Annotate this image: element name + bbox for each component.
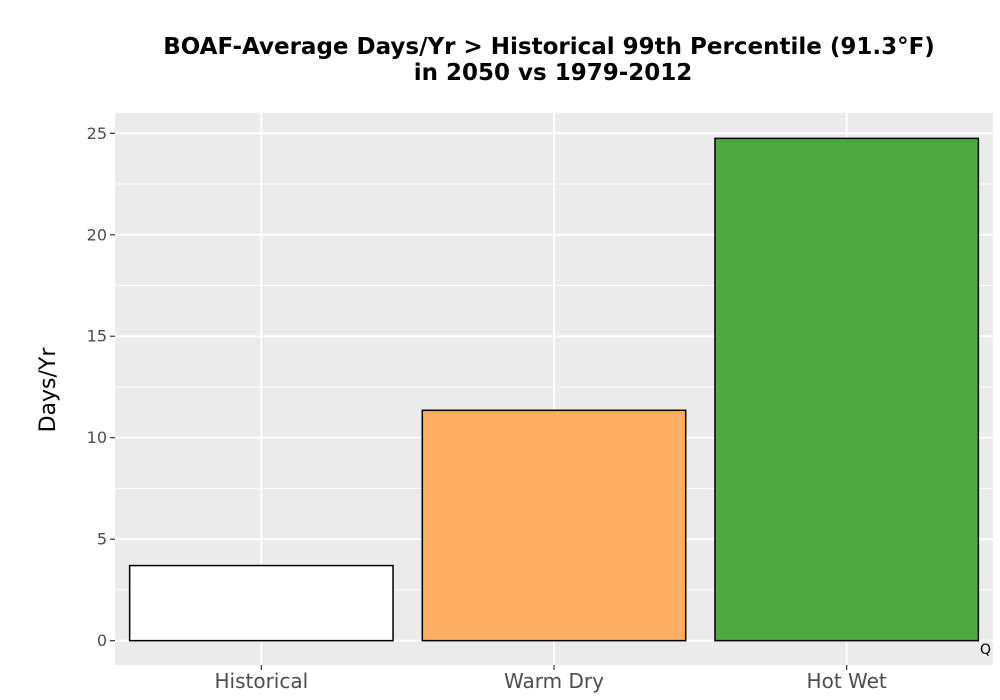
- y-tick-label: 5: [97, 530, 107, 549]
- x-axis: Historical Warm Dry Hot Wet: [214, 665, 887, 693]
- y-tick-label: 0: [97, 631, 107, 650]
- bars: [128, 137, 980, 642]
- bar-warm-dry: [421, 409, 687, 642]
- y-tick-label: 15: [87, 327, 107, 346]
- bar-hot-wet: [714, 137, 980, 642]
- y-tick-label: 25: [87, 124, 107, 143]
- x-tick-label: Warm Dry: [504, 669, 604, 693]
- y-axis-title: Days/Yr: [36, 347, 61, 433]
- chart-title-line-2: in 2050 vs 1979-2012: [414, 60, 693, 86]
- y-axis: 0 5 10 15 20 25: [87, 124, 115, 650]
- y-tick-label: 10: [87, 428, 107, 447]
- chart-title-line-1: BOAF-Average Days/Yr > Historical 99th P…: [163, 34, 935, 60]
- bar-historical: [128, 564, 394, 642]
- corner-mark: Q: [980, 642, 991, 658]
- x-tick-label: Hot Wet: [807, 669, 887, 693]
- x-tick-label: Historical: [214, 669, 308, 693]
- y-tick-label: 20: [87, 225, 107, 244]
